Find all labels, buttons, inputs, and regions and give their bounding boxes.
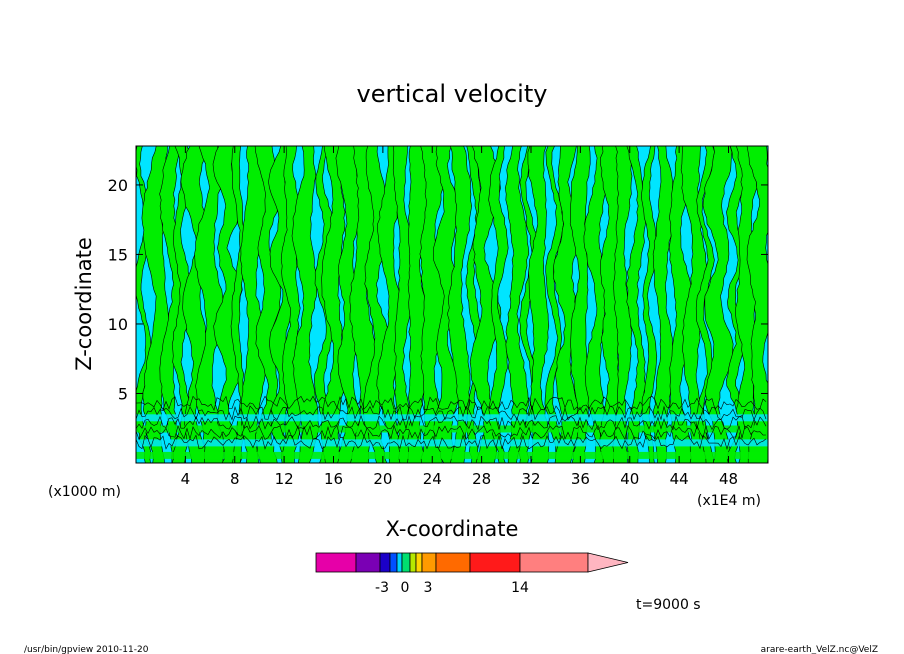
colorbar-label: -3 bbox=[375, 580, 389, 596]
x-tick-label: 36 bbox=[571, 470, 590, 488]
positive-band bbox=[194, 146, 226, 463]
x-tick-label: 32 bbox=[521, 470, 540, 488]
positive-band bbox=[527, 146, 550, 463]
lower-layer bbox=[136, 451, 768, 459]
colorbar-bin bbox=[519, 552, 589, 573]
contour-lines bbox=[136, 395, 767, 450]
x-tick-label: 48 bbox=[719, 470, 738, 488]
plot-frame bbox=[135, 145, 769, 464]
x-tick-label: 12 bbox=[275, 470, 294, 488]
colorbar-bin bbox=[355, 552, 381, 573]
x-tick-label: 4 bbox=[181, 470, 191, 488]
x-axis-label: X-coordinate bbox=[386, 517, 519, 541]
contour-line bbox=[136, 424, 767, 441]
colorbar-label: 14 bbox=[511, 580, 529, 596]
colorbar-arrow bbox=[587, 552, 629, 573]
x-unit-left: (x1000 m) bbox=[48, 484, 121, 500]
positive-band bbox=[320, 146, 346, 463]
colorbar-bin bbox=[396, 552, 403, 573]
positive-band bbox=[612, 146, 633, 463]
time-label: t=9000 s bbox=[636, 597, 701, 613]
colorbar-bin bbox=[389, 552, 398, 573]
footer-left: /usr/bin/gpview 2010-11-20 bbox=[24, 645, 149, 654]
colorbar-bin bbox=[379, 552, 391, 573]
x-unit-right: (x1E4 m) bbox=[697, 493, 761, 509]
positive-band bbox=[488, 146, 509, 463]
positive-band bbox=[746, 146, 768, 463]
x-axis: 4 8 12 16 20 24 28 32 36 40 44 48 bbox=[181, 146, 738, 488]
colorbar-bin bbox=[415, 552, 423, 573]
x-tick-label: 24 bbox=[423, 470, 442, 488]
colorbar-bin bbox=[401, 552, 411, 573]
positive-band bbox=[702, 146, 734, 463]
footer-right: arare-earth_VelZ.nc@VelZ bbox=[761, 645, 878, 654]
positive-band bbox=[625, 146, 647, 463]
positive-band bbox=[376, 146, 405, 463]
colorbar-bin bbox=[409, 552, 417, 573]
colorbar bbox=[315, 552, 629, 573]
colorbar-labels: -3 0 3 14 bbox=[375, 580, 529, 596]
positive-band bbox=[212, 146, 243, 463]
y-tick-label: 5 bbox=[118, 384, 128, 403]
x-tick-label: 8 bbox=[230, 470, 240, 488]
positive-band bbox=[446, 146, 473, 463]
colorbar-bin bbox=[469, 552, 521, 573]
chart-title: vertical velocity bbox=[357, 80, 548, 108]
colorbar-bin bbox=[435, 552, 471, 573]
positive-band bbox=[432, 146, 460, 463]
colorbar-label: 0 bbox=[401, 580, 410, 596]
colorbar-bin bbox=[315, 552, 357, 573]
lower-layer bbox=[136, 439, 768, 447]
x-tick-label: 16 bbox=[324, 470, 343, 488]
positive-band bbox=[291, 146, 320, 463]
positive-band bbox=[695, 146, 715, 463]
positive-band bbox=[469, 146, 502, 463]
y-tick-label: 10 bbox=[108, 315, 128, 334]
y-tick-label: 15 bbox=[108, 245, 128, 264]
x-tick-label: 44 bbox=[670, 470, 689, 488]
x-tick-label: 40 bbox=[620, 470, 639, 488]
y-axis-label: Z-coordinate bbox=[72, 237, 96, 371]
positive-band bbox=[254, 146, 282, 463]
lower-layer bbox=[136, 425, 768, 433]
contour-line bbox=[136, 404, 767, 421]
positive-band bbox=[504, 146, 530, 463]
y-axis: 5 10 15 20 bbox=[108, 176, 768, 403]
positive-band bbox=[668, 146, 696, 463]
contour-line bbox=[136, 414, 767, 431]
colorbar-label: 3 bbox=[424, 580, 433, 596]
contour-line bbox=[136, 395, 767, 411]
plot-area bbox=[136, 146, 768, 463]
x-tick-label: 20 bbox=[373, 470, 392, 488]
x-tick-label: 28 bbox=[472, 470, 491, 488]
contour-line bbox=[136, 434, 767, 450]
y-tick-label: 20 bbox=[108, 176, 128, 195]
positive-band bbox=[583, 146, 608, 463]
positive-band bbox=[680, 146, 710, 463]
colorbar-bin bbox=[421, 552, 437, 573]
positive-band bbox=[171, 146, 193, 463]
velocity-bands bbox=[136, 146, 768, 463]
